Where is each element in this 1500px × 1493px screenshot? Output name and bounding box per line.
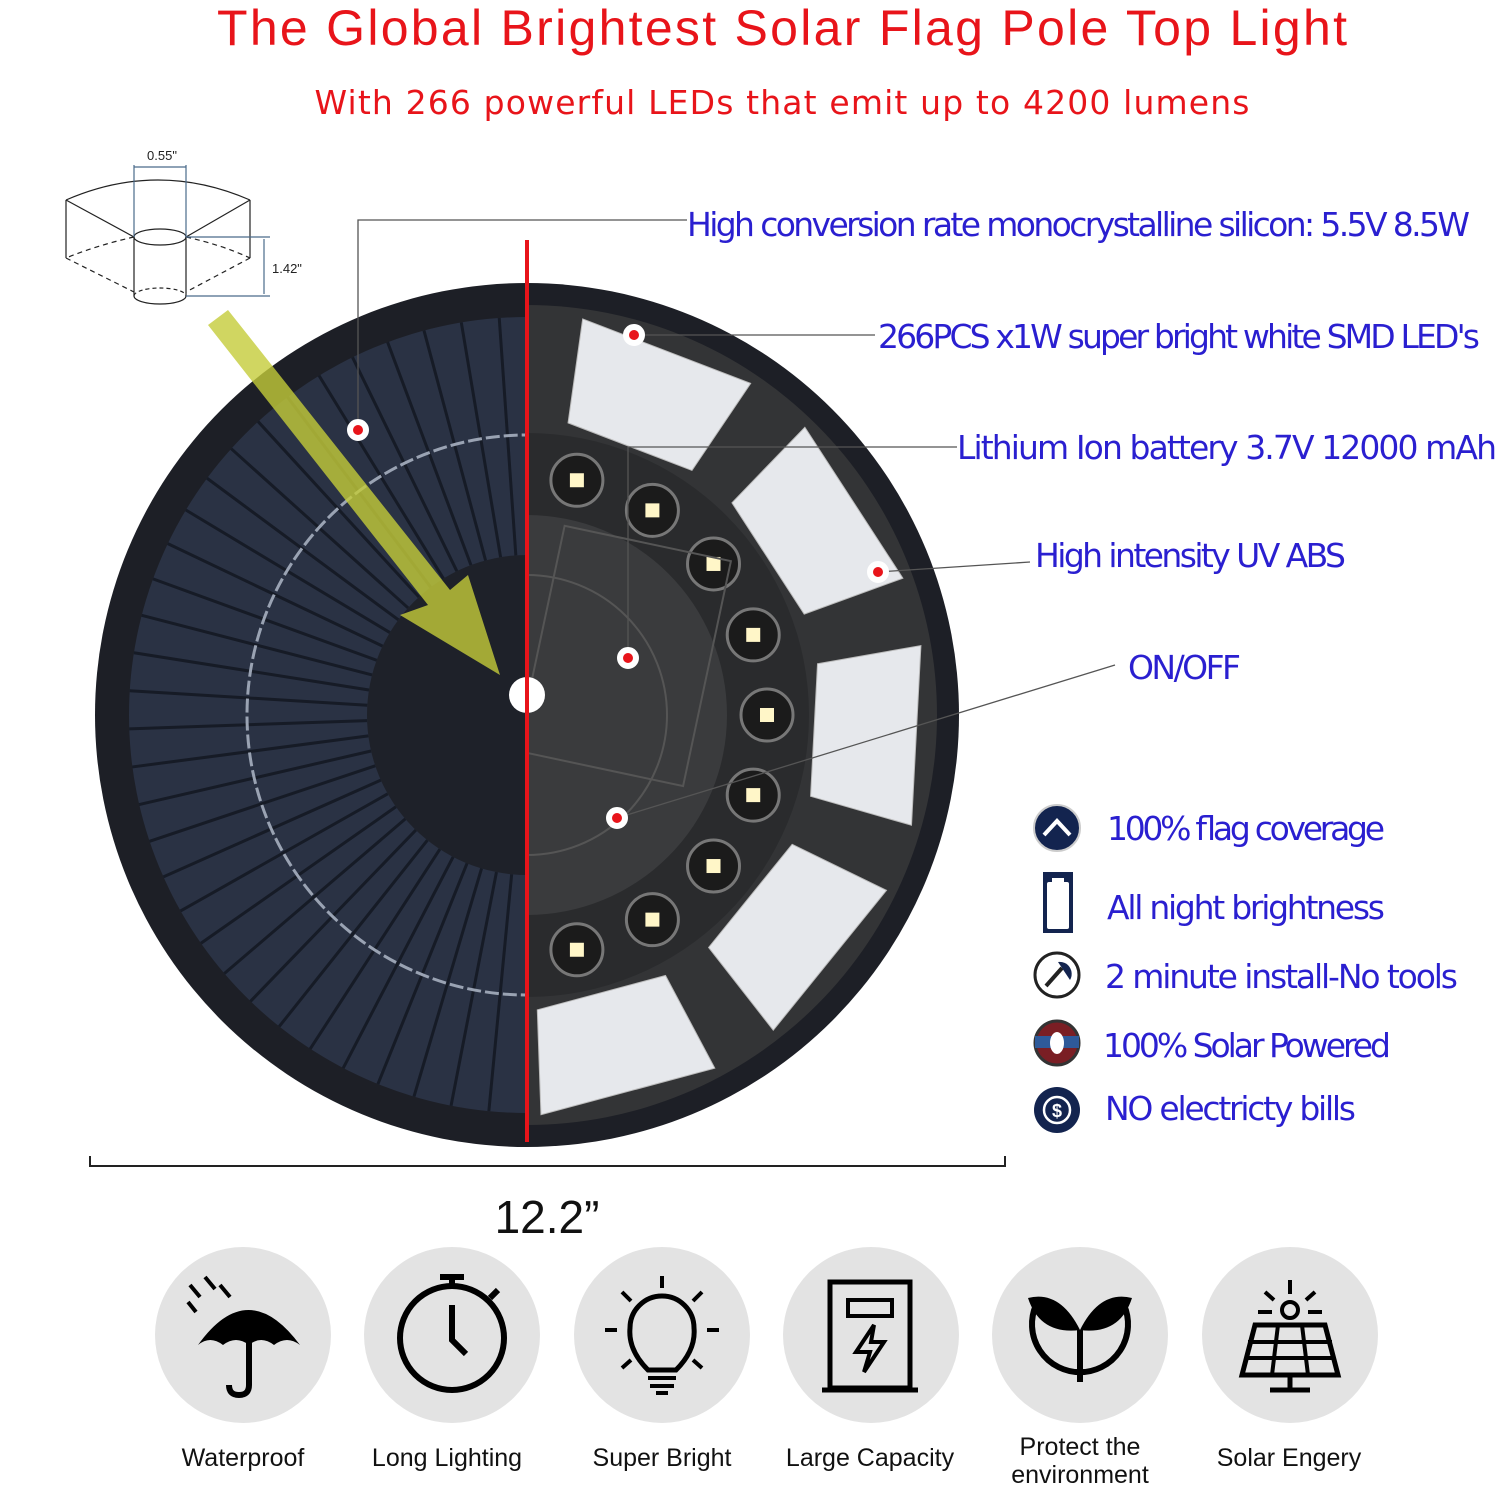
solar-cell-line bbox=[341, 856, 455, 1069]
solar-cell-line bbox=[412, 867, 483, 1098]
callout-leaders bbox=[347, 219, 1116, 829]
label-super-bright: Super Bright bbox=[593, 1444, 732, 1472]
solar-cell-line bbox=[129, 689, 368, 707]
solar-panel-icon bbox=[1202, 1247, 1378, 1423]
height-label: 1.42" bbox=[272, 261, 302, 276]
feature-install: 2 minute install-No tools bbox=[1105, 957, 1458, 996]
callout-battery: Lithium Ion battery 3.7V 12000 mAh bbox=[957, 428, 1497, 467]
dimension-diagram bbox=[65, 165, 270, 305]
label-solar-energy: Solar Engery bbox=[1217, 1444, 1362, 1472]
solar-cell-line bbox=[223, 817, 407, 975]
diameter-label: 12.2” bbox=[495, 1191, 600, 1243]
page-subtitle: With 266 powerful LEDs that emit up to 4… bbox=[315, 83, 1250, 122]
leaf-recycle-icon bbox=[1033, 1019, 1081, 1067]
tools-clock-icon bbox=[1033, 951, 1081, 999]
led-panel bbox=[707, 843, 888, 1032]
battery-icon bbox=[1043, 872, 1073, 933]
callout-switch: ON/OFF bbox=[1128, 648, 1241, 687]
led-panel bbox=[731, 426, 904, 615]
label-large-capacity: Large Capacity bbox=[786, 1444, 955, 1472]
callout-solar-panel: High conversion rate monocrystalline sil… bbox=[687, 205, 1470, 244]
chevron-up-icon bbox=[1033, 804, 1081, 852]
solar-cell-line bbox=[179, 792, 389, 913]
solar-cell-line bbox=[141, 613, 373, 677]
diameter-dimension-line bbox=[89, 1156, 1006, 1167]
stopwatch-icon bbox=[364, 1247, 540, 1423]
battery-charge-icon bbox=[783, 1247, 959, 1423]
sunlight-arrow-icon bbox=[208, 310, 500, 675]
led-chip bbox=[569, 473, 584, 488]
led-panel bbox=[536, 974, 716, 1116]
led-chip bbox=[645, 503, 660, 518]
led-chip bbox=[706, 859, 721, 874]
label-long-lighting: Long Lighting bbox=[372, 1444, 522, 1472]
label-waterproof: Waterproof bbox=[182, 1444, 305, 1472]
feature-no-bills: NO electricty bills bbox=[1105, 1089, 1356, 1128]
solar-cell-line bbox=[278, 839, 429, 1028]
led-chip bbox=[746, 627, 761, 642]
led-chip bbox=[569, 942, 584, 957]
led-side bbox=[527, 305, 937, 1125]
led-chip bbox=[746, 788, 761, 803]
product-photo bbox=[95, 240, 959, 1147]
led-chip bbox=[706, 556, 721, 571]
solar-cell-line bbox=[149, 764, 376, 843]
feature-all-night: All night brightness bbox=[1107, 888, 1385, 927]
solar-cell-line bbox=[132, 734, 369, 769]
label-protect-line1: Protect the bbox=[1020, 1433, 1141, 1461]
sprout-icon bbox=[992, 1247, 1168, 1423]
led-panel bbox=[810, 644, 922, 826]
led-panel bbox=[567, 318, 752, 472]
led-chip bbox=[645, 912, 660, 927]
feature-flag-coverage: 100% flag coverage bbox=[1107, 809, 1385, 848]
bottom-icon-row bbox=[155, 1247, 1378, 1423]
label-protect-line2: environment bbox=[1011, 1461, 1149, 1489]
callout-material: High intensity UV ABS bbox=[1035, 536, 1346, 575]
feature-list: $ bbox=[1033, 804, 1081, 1133]
led-chip bbox=[760, 708, 774, 722]
hole-diameter-label: 0.55" bbox=[147, 148, 177, 163]
page-title: The Global Brightest Solar Flag Pole Top… bbox=[217, 0, 1347, 56]
feature-solar-powered: 100% Solar Powered bbox=[1103, 1026, 1391, 1065]
solar-cell-line bbox=[487, 874, 514, 1112]
lightbulb-icon bbox=[574, 1247, 750, 1423]
svg-text:$: $ bbox=[1052, 1101, 1062, 1121]
dollar-icon: $ bbox=[1034, 1087, 1080, 1133]
umbrella-rain-icon bbox=[155, 1247, 331, 1423]
callout-leds: 266PCS x1W super bright white SMD LED's bbox=[878, 317, 1480, 356]
